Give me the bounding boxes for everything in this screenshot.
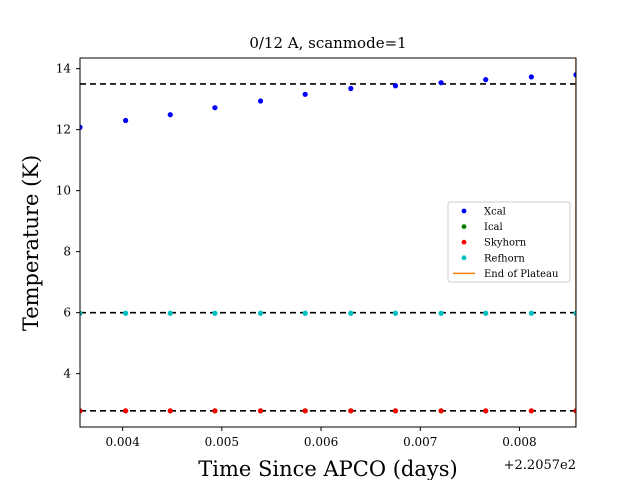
legend-label-ical: Ical bbox=[484, 222, 503, 233]
y-tick-label: 12 bbox=[56, 123, 71, 137]
x-tick-label: 0.005 bbox=[205, 435, 239, 449]
legend-box bbox=[447, 201, 571, 283]
skyhorn-point bbox=[528, 408, 534, 414]
refhorn-point bbox=[438, 310, 444, 316]
x-tick-label: 0.008 bbox=[502, 435, 536, 449]
xcal-point bbox=[573, 72, 576, 78]
legend-marker-xcal bbox=[461, 208, 467, 214]
y-tick-label: 10 bbox=[56, 184, 71, 198]
x-axis-offset-label: +2.2057e2 bbox=[504, 458, 576, 473]
xcal-point bbox=[392, 83, 399, 89]
x-tick-label: 0.007 bbox=[403, 435, 437, 449]
x-axis-ticks: 0.004 0.005 0.006 0.007 0.008 bbox=[105, 427, 537, 449]
legend-label-end-of-plateau: End of Plateau bbox=[484, 269, 559, 280]
plot-area bbox=[80, 58, 576, 427]
x-tick-label: 0.004 bbox=[105, 435, 140, 449]
y-tick-label: 14 bbox=[56, 62, 72, 76]
axes-frame bbox=[79, 57, 577, 428]
legend-label-xcal: Xcal bbox=[484, 207, 506, 218]
refhorn-point bbox=[302, 310, 308, 316]
xcal-point bbox=[167, 112, 173, 118]
refhorn-point bbox=[573, 310, 576, 316]
legend-label-skyhorn: Skyhorn bbox=[484, 238, 527, 249]
skyhorn-point bbox=[573, 408, 576, 414]
xcal-point bbox=[528, 74, 534, 80]
xcal-point bbox=[212, 105, 218, 111]
skyhorn-point bbox=[167, 408, 173, 414]
refhorn-point bbox=[348, 310, 354, 316]
skyhorn-point bbox=[123, 408, 129, 414]
xcal-point bbox=[80, 124, 83, 130]
xcal-point bbox=[257, 98, 264, 104]
legend-marker-ical bbox=[461, 224, 467, 230]
refhorn-point bbox=[392, 310, 399, 316]
xcal-point bbox=[438, 80, 444, 86]
x-axis-label: Time Since APCO (days) bbox=[198, 457, 457, 480]
y-tick-label: 8 bbox=[63, 245, 71, 259]
y-axis-ticks: 4 6 8 10 12 14 bbox=[56, 62, 80, 381]
xcal-point bbox=[302, 91, 308, 97]
refhorn-point bbox=[528, 310, 534, 316]
xcal-point bbox=[483, 77, 489, 83]
skyhorn-point bbox=[483, 408, 489, 414]
skyhorn-point bbox=[348, 408, 354, 414]
chart-title: 0/12 A, scanmode=1 bbox=[249, 34, 406, 52]
legend: Xcal Ical Skyhorn Refhorn End of Plateau bbox=[447, 201, 571, 283]
skyhorn-point bbox=[438, 408, 444, 414]
y-tick-label: 4 bbox=[63, 367, 71, 381]
refhorn-point bbox=[123, 310, 129, 316]
refhorn-point bbox=[483, 310, 489, 316]
skyhorn-point bbox=[212, 408, 218, 414]
refhorn-point bbox=[167, 310, 173, 316]
refhorn-point bbox=[80, 310, 83, 316]
legend-label-refhorn: Refhorn bbox=[484, 253, 525, 264]
xcal-point bbox=[348, 85, 354, 92]
legend-marker-skyhorn bbox=[461, 239, 467, 245]
refhorn-point bbox=[257, 310, 264, 316]
xcal-point bbox=[123, 117, 129, 124]
x-tick-label: 0.006 bbox=[304, 435, 338, 449]
skyhorn-point bbox=[302, 408, 308, 414]
y-tick-label: 6 bbox=[63, 306, 71, 320]
skyhorn-point bbox=[80, 408, 83, 414]
skyhorn-point bbox=[257, 408, 264, 414]
skyhorn-point bbox=[392, 408, 399, 414]
legend-marker-refhorn bbox=[461, 255, 467, 261]
refhorn-point bbox=[212, 310, 218, 316]
y-axis-label: Temperature (K) bbox=[19, 155, 43, 331]
